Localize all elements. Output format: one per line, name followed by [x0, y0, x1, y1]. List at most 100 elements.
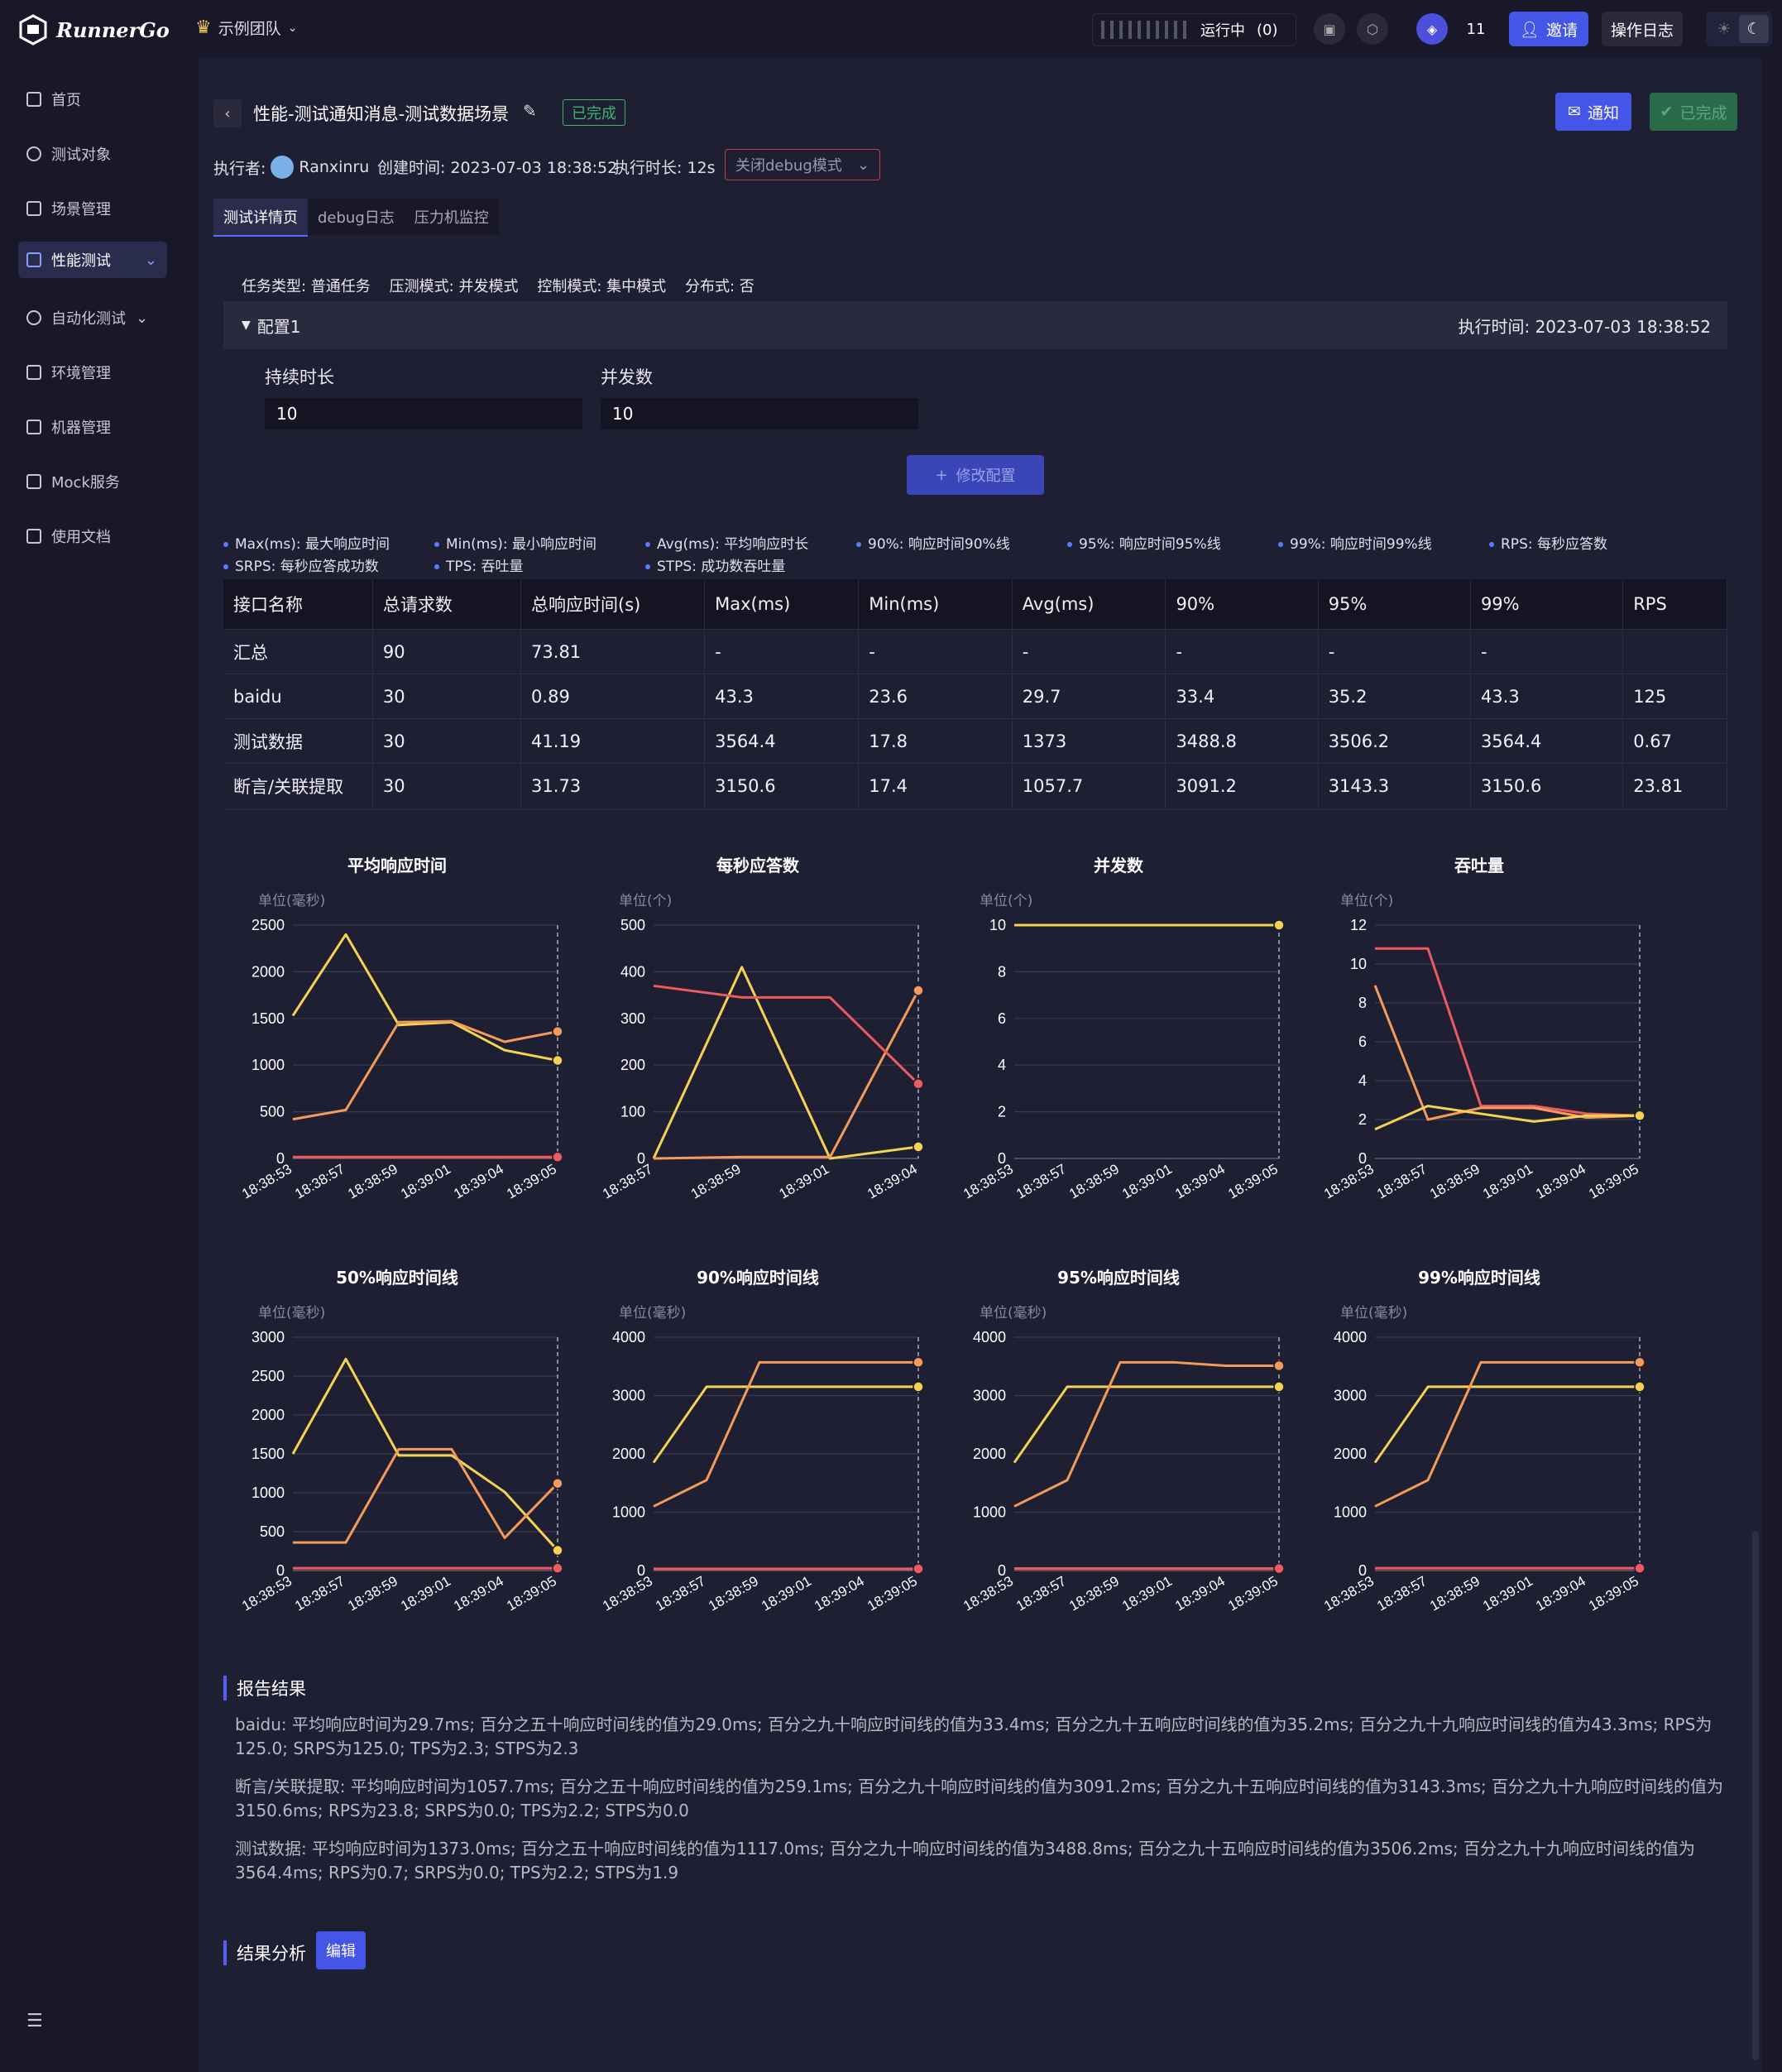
- chart-title: 每秒应答数: [716, 856, 799, 875]
- series-point[interactable]: [913, 1141, 924, 1153]
- series-point[interactable]: [913, 985, 924, 996]
- tab-monitor[interactable]: 压力机监控: [414, 209, 489, 227]
- x-tick-label: 18:38:53: [1321, 1161, 1377, 1202]
- chart-7: 99%响应时间线 单位(毫秒) 0 1000 2000 3000 4000 18:38:53 1…: [1305, 1264, 1653, 1628]
- legend-item: 95%: 响应时间95%线: [1067, 532, 1221, 553]
- series-point[interactable]: [552, 1025, 563, 1038]
- tab-detail[interactable]: 测试详情页: [213, 199, 308, 237]
- x-tick-label: 18:39:04: [1533, 1161, 1588, 1202]
- series-line: [293, 1447, 559, 1544]
- table-cell: 17.8: [858, 718, 1013, 764]
- running-status[interactable]: 运行中 (0): [1092, 13, 1296, 46]
- series-point[interactable]: [552, 1562, 563, 1574]
- exec-duration: 执行时长: 12s: [614, 159, 716, 177]
- mail-icon: ✉: [1568, 103, 1581, 121]
- team-switcher[interactable]: ♛ 示例团队 ⌄: [195, 17, 297, 39]
- running-label: 运行中: [1200, 22, 1245, 40]
- x-tick-label: 18:38:57: [292, 1161, 347, 1202]
- moon-icon[interactable]: ☾: [1739, 15, 1769, 43]
- legend-item: STPS: 成功数吞吐量: [645, 554, 785, 575]
- sidebar-item-label: 首页: [51, 92, 81, 109]
- series-line: [652, 966, 919, 1160]
- modify-config-button[interactable]: + 修改配置: [907, 455, 1044, 495]
- config-header[interactable]: ▼ 配置1 执行时间: 2023-07-03 18:38:52: [223, 301, 1727, 349]
- x-tick-label: 18:38:57: [292, 1573, 347, 1614]
- app-name: RunnerGo: [56, 17, 170, 42]
- table-cell: 0.89: [520, 674, 706, 719]
- sidebar-item-automation[interactable]: 自动化测试 ⌄: [18, 301, 167, 334]
- series-point[interactable]: [552, 1151, 563, 1163]
- calendar-icon[interactable]: ▣: [1314, 13, 1345, 45]
- y-tick-label: 1000: [612, 1504, 645, 1521]
- duration-input[interactable]: 10: [265, 398, 582, 429]
- sidebar-item-docs[interactable]: 使用文档: [18, 520, 167, 553]
- x-tick-label: 18:38:57: [1374, 1161, 1430, 1202]
- y-tick-label: 0: [637, 1562, 645, 1579]
- series-point[interactable]: [913, 1078, 924, 1090]
- x-tick-label: 18:38:53: [960, 1573, 1016, 1614]
- app-logo[interactable]: RunnerGo: [18, 13, 170, 46]
- collapse-menu-icon[interactable]: ☰: [26, 2011, 43, 2031]
- chart-unit-label: 单位(毫秒): [619, 1305, 687, 1321]
- sidebar-item-home[interactable]: 首页: [18, 83, 167, 116]
- sidebar-item-scene[interactable]: 场景管理: [18, 192, 167, 225]
- crown-icon: ♛: [195, 17, 212, 38]
- sidebar-item-mock[interactable]: Mock服务: [18, 465, 167, 498]
- chart-plot: 0 1000 2000 3000 4000 18:38:5318:38:5718:38:5…: [960, 1329, 1285, 1614]
- x-tick-label: 18:39:05: [1225, 1573, 1281, 1614]
- invite-button[interactable]: 👤︎ 邀请: [1509, 12, 1588, 46]
- sidebar-item-env[interactable]: 环境管理: [18, 356, 167, 389]
- series-point[interactable]: [1273, 1360, 1285, 1372]
- scrollbar[interactable]: [1752, 1531, 1759, 2060]
- concurrency-input[interactable]: 10: [601, 398, 918, 429]
- operation-log-button[interactable]: 操作日志: [1602, 12, 1683, 46]
- series-point[interactable]: [552, 1477, 563, 1489]
- chart-1: 每秒应答数 单位(个) 0 100 200 300 400 500 18:38:57 18:38:…: [584, 852, 932, 1216]
- edit-icon[interactable]: ✎: [523, 101, 537, 121]
- y-tick-label: 3000: [612, 1388, 645, 1404]
- edit-analysis-button[interactable]: 编辑: [316, 1931, 366, 1969]
- series-point[interactable]: [913, 1356, 924, 1369]
- series-point[interactable]: [1634, 1110, 1645, 1122]
- chart-unit-label: 单位(个): [1340, 893, 1394, 909]
- machine-icon: [26, 420, 41, 434]
- legend-item: SRPS: 每秒应答成功数: [223, 554, 379, 575]
- series-point[interactable]: [1634, 1562, 1645, 1574]
- report-title: 性能-测试通知消息-测试数据场景: [253, 104, 510, 124]
- sidebar-item-performance[interactable]: 性能测试 ⌄: [18, 242, 167, 278]
- tab-debug-log[interactable]: debug日志: [318, 209, 395, 227]
- user-avatar[interactable]: ◈: [1416, 13, 1448, 45]
- legend-item: Max(ms): 最大响应时间: [223, 532, 390, 553]
- y-tick-label: 10: [1350, 956, 1367, 972]
- series-point[interactable]: [1273, 1381, 1285, 1393]
- theme-toggle[interactable]: ☀ ☾: [1706, 12, 1772, 46]
- debug-mode-select[interactable]: 关闭debug模式 ⌄: [725, 149, 880, 180]
- series-point[interactable]: [552, 1544, 563, 1556]
- series-point[interactable]: [1273, 919, 1285, 931]
- table-cell: -: [1470, 629, 1624, 674]
- table-header-row: 接口名称 总请求数 总响应时间(s) Max(ms) Min(ms) Avg(ms) 90%…: [223, 579, 1727, 630]
- sidebar-item-test-object[interactable]: 测试对象: [18, 137, 167, 170]
- table-cell: 33.4: [1165, 674, 1319, 719]
- series-point[interactable]: [1273, 1562, 1285, 1575]
- back-button[interactable]: ‹: [213, 99, 242, 127]
- cube-icon[interactable]: ⬡: [1357, 13, 1388, 45]
- completed-button[interactable]: ✔ 已完成: [1650, 93, 1737, 131]
- result-line-assert: 断言/关联提取: 平均响应时间为1057.7ms; 百分之五十响应时间线的值为2…: [235, 1777, 1724, 1820]
- y-tick-label: 1000: [1334, 1504, 1367, 1521]
- notify-button[interactable]: ✉ 通知: [1555, 93, 1631, 131]
- chart-plot: 0500100015002000250018:38:5318:38:5718:3…: [239, 917, 563, 1202]
- chevron-down-icon: ⌄: [287, 21, 298, 35]
- series-point[interactable]: [1634, 1381, 1645, 1393]
- sun-icon[interactable]: ☀: [1717, 20, 1732, 38]
- chart-plot: 0 1000 2000 3000 4000 18:38:5318:38:5718:38:5…: [600, 1329, 924, 1614]
- table-cell: 43.3: [1470, 674, 1624, 719]
- member-count[interactable]: 11: [1459, 13, 1492, 45]
- executor-avatar: [271, 156, 295, 179]
- series-point[interactable]: [1634, 1356, 1645, 1369]
- chevron-down-icon: ⌄: [136, 309, 149, 327]
- series-point[interactable]: [913, 1381, 924, 1393]
- series-point[interactable]: [552, 1054, 563, 1067]
- series-point[interactable]: [913, 1563, 924, 1575]
- sidebar-item-machine[interactable]: 机器管理: [18, 410, 167, 444]
